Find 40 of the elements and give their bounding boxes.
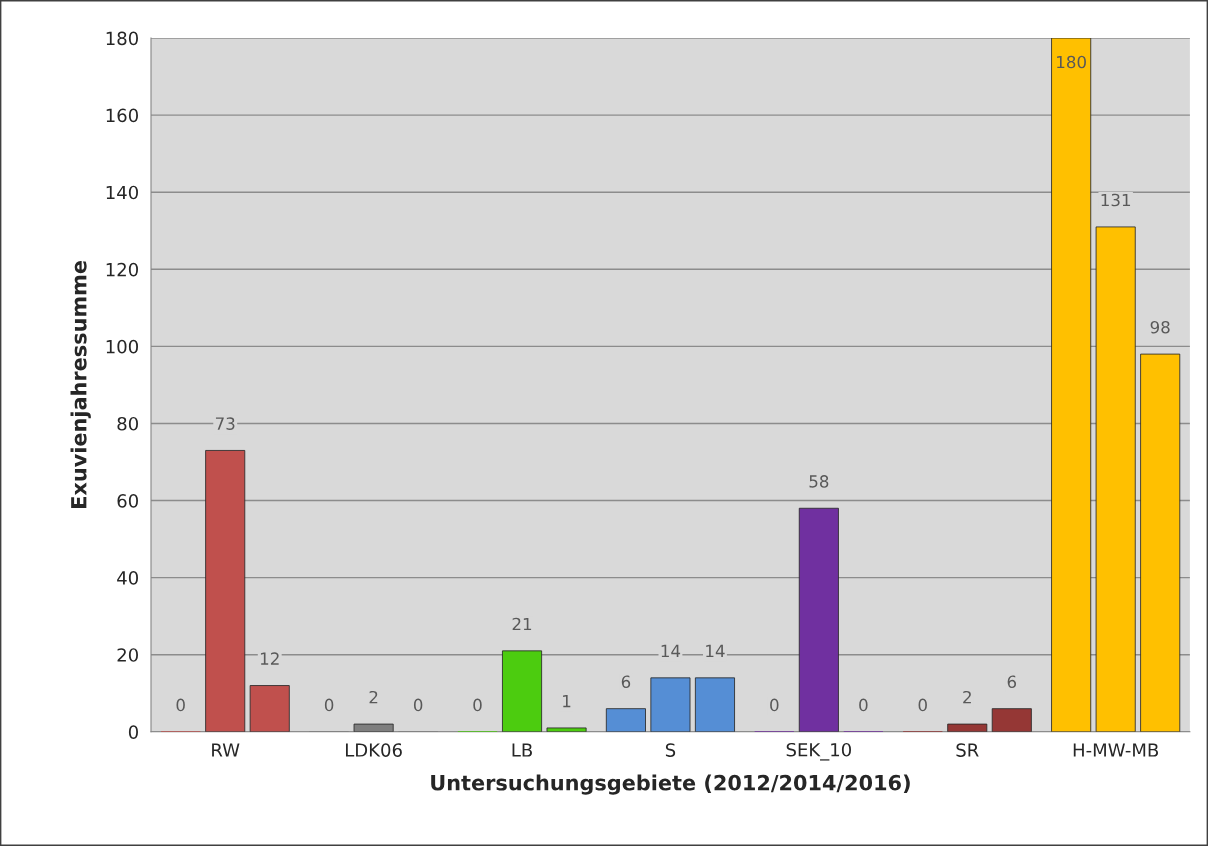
data-label: 0 xyxy=(918,698,927,712)
y-tick-label: 60 xyxy=(117,494,138,508)
y-tick-label: 100 xyxy=(106,339,138,354)
y-tick-label: 20 xyxy=(117,648,138,662)
y-tick-label: 80 xyxy=(117,416,138,431)
data-label: 1 xyxy=(563,694,571,708)
x-tick-label: H-MW-MB xyxy=(1073,743,1159,757)
x-tick-label: SEK_10 xyxy=(786,742,852,761)
data-label: 0 xyxy=(770,698,779,712)
x-tick-label: S xyxy=(665,743,676,757)
data-label: 0 xyxy=(859,698,868,712)
data-label: 131 xyxy=(1101,193,1131,207)
y-tick-label: 0 xyxy=(128,725,138,739)
data-label: 0 xyxy=(413,698,423,712)
data-label: 14 xyxy=(706,644,725,658)
y-tick-label: 160 xyxy=(106,108,138,123)
data-label: 0 xyxy=(176,698,185,712)
x-tick-label: SR xyxy=(956,743,979,757)
data-label: 98 xyxy=(1150,320,1170,334)
data-label: 73 xyxy=(215,417,235,430)
y-tick-label: 140 xyxy=(106,185,138,200)
y-axis-title: Exuvienjahressumme xyxy=(70,261,91,508)
data-label: 180 xyxy=(1057,55,1086,69)
y-tick-label: 120 xyxy=(106,262,138,277)
x-tick-label: LB xyxy=(512,743,532,757)
data-label: 58 xyxy=(809,475,829,488)
y-tick-label: 180 xyxy=(106,31,138,46)
data-label: 14 xyxy=(661,644,681,658)
data-label: 21 xyxy=(512,617,532,631)
data-label: 2 xyxy=(963,690,971,704)
y-tick-label: 40 xyxy=(117,571,138,585)
data-label: 0 xyxy=(473,698,482,712)
x-tick-label: RW xyxy=(212,743,240,757)
data-label: 0 xyxy=(324,698,334,712)
x-axis-title: Untersuchungsgebiete (2012/2014/2016) xyxy=(431,774,910,795)
data-label: 2 xyxy=(369,690,378,704)
x-tick-label: LDK06 xyxy=(346,743,402,757)
data-label: 6 xyxy=(1007,675,1017,689)
data-label: 12 xyxy=(260,652,279,665)
data-label: 6 xyxy=(621,675,631,689)
